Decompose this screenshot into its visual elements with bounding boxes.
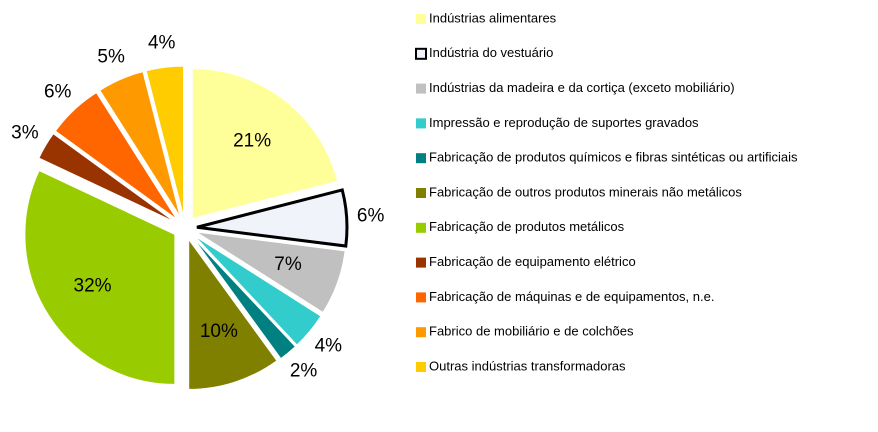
pie-slice [193,235,322,346]
pie-slice [196,231,346,314]
legend-swatch [416,153,426,164]
legend-label: Outras indústrias transformadoras [429,358,626,373]
pie-slice [188,237,278,390]
legend-swatch [416,188,426,198]
slice-label: 5% [97,46,125,67]
legend-label: Fabricação de equipamento elétrico [429,254,636,269]
pie-slice [196,188,349,248]
pie-slice [192,236,297,360]
slice-label: 3% [11,122,39,143]
legend-swatch [416,257,426,268]
slice-label: 10% [200,321,238,342]
legend-label: Indústrias da madeira e da cortiça (exce… [429,80,735,95]
legend-label: Indústria do vestuário [429,45,553,60]
slice-label: 6% [357,205,385,226]
pie-slice [38,133,175,223]
slice-label: 7% [274,254,302,275]
legend-swatch [415,47,427,60]
legend-swatch [416,222,426,233]
legend-swatch [416,292,426,303]
pie-slice [54,91,178,220]
legend-swatch [416,83,426,94]
slice-label: 4% [148,32,176,53]
legend-label: Fabricação de outros produtos minerais n… [429,184,742,199]
pie-slice [145,65,184,217]
legend-swatch [416,118,426,129]
slice-label: 6% [44,81,72,102]
legend-label: Indústrias alimentares [429,10,557,25]
legend-label: Impressão e reprodução de suportes grava… [429,115,699,130]
legend-label: Fabricação de máquinas e de equipamentos… [429,289,714,304]
legend-swatch [416,362,426,372]
pie-slice [99,71,181,218]
pie-slice [191,68,339,220]
legend-label: Fabricação de produtos químicos e fibras… [429,150,798,165]
slice-label: 4% [315,336,343,357]
legend-label: Fabricação de produtos metálicos [429,219,625,234]
legend-label: Fabrico de mobiliário e de colchões [429,324,634,339]
slice-label: 2% [290,360,318,381]
pie-slice [24,169,176,385]
slice-label: 32% [74,276,112,297]
slice-label: 21% [233,130,271,151]
legend-swatch [416,14,426,24]
legend-swatch [416,327,426,338]
